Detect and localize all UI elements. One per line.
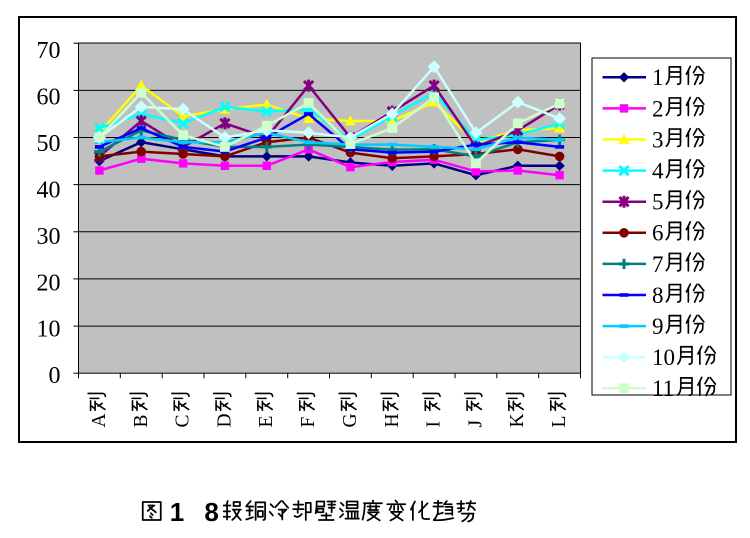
svg-text:L: L (549, 416, 570, 428)
svg-text:50: 50 (37, 131, 61, 157)
svg-text:3: 3 (652, 127, 664, 152)
svg-text:E: E (256, 416, 277, 428)
svg-text:5: 5 (652, 190, 664, 215)
svg-text:D: D (214, 413, 235, 427)
svg-text:9: 9 (652, 314, 664, 339)
svg-text:A: A (89, 413, 110, 427)
svg-text:8: 8 (204, 497, 218, 527)
svg-text:8: 8 (652, 283, 664, 308)
svg-text:K: K (507, 413, 528, 427)
svg-text:B: B (131, 414, 152, 427)
svg-text:10: 10 (37, 317, 61, 343)
svg-text:4: 4 (652, 159, 664, 184)
svg-text:F: F (298, 417, 319, 428)
svg-text:7: 7 (652, 252, 664, 277)
svg-text:0: 0 (49, 363, 61, 389)
svg-text:G: G (340, 413, 361, 427)
svg-text:10: 10 (652, 345, 675, 370)
svg-text:70: 70 (37, 38, 61, 64)
svg-text:30: 30 (37, 224, 61, 250)
svg-text:2: 2 (652, 96, 664, 121)
svg-text:J: J (465, 420, 486, 428)
svg-text:20: 20 (37, 270, 61, 296)
svg-text:11: 11 (652, 376, 674, 401)
svg-text:H: H (382, 413, 403, 427)
svg-text:6: 6 (652, 221, 664, 246)
svg-text:C: C (173, 414, 194, 427)
svg-text:40: 40 (37, 177, 61, 203)
svg-text:1: 1 (652, 65, 664, 90)
svg-text:I: I (424, 421, 445, 428)
svg-text:60: 60 (37, 85, 61, 111)
svg-text:1: 1 (170, 497, 184, 527)
